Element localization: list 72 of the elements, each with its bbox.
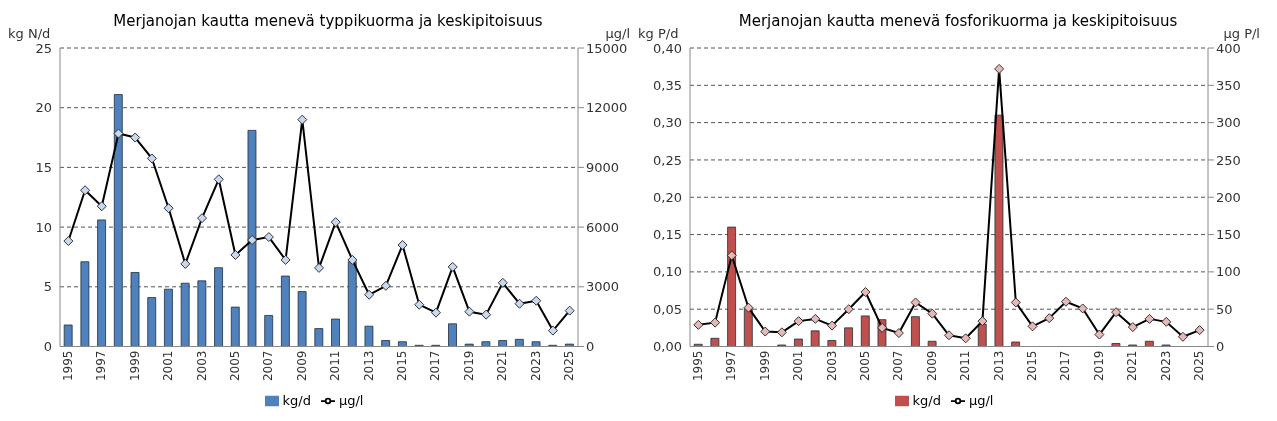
y2-tick-label: 300	[1216, 115, 1241, 131]
y-tick-label: 0,30	[653, 115, 682, 131]
x-tick-label: 2001	[791, 350, 806, 382]
y-axis-title: kg P/d	[638, 26, 679, 41]
legend-label: µg/l	[338, 392, 364, 408]
x-tick-label: 2021	[1125, 350, 1140, 382]
y2-axis-title: µg/l	[605, 26, 630, 41]
x-tick-label: 1997	[724, 350, 739, 382]
x-tick-label: 1999	[757, 350, 772, 382]
x-tick-label: 2015	[1025, 350, 1040, 382]
legend-label: µg/l	[968, 392, 994, 408]
y-tick-label: 5	[43, 279, 52, 295]
chart-title: Merjanojan kautta menevä typpikuorma ja keskipitoisuus	[112, 12, 544, 30]
y2-tick-label: 12000	[586, 100, 628, 116]
y2-tick-label: 6000	[586, 219, 620, 235]
x-tick-label: 2013	[991, 350, 1006, 382]
y-tick-label: 15	[35, 160, 52, 176]
x-tick-label: 2005	[857, 350, 872, 382]
x-tick-label: 2019	[1091, 350, 1106, 382]
y2-tick-label: 350	[1216, 77, 1241, 93]
x-tick-label: 1995	[690, 350, 705, 382]
x-tick-label: 2005	[227, 350, 242, 382]
x-tick-label: 2015	[395, 350, 410, 382]
y-tick-label: 0,35	[653, 77, 682, 93]
x-tick-label: 2003	[824, 350, 839, 382]
y-tick-label: 25	[35, 40, 52, 56]
x-tick-label: 2003	[194, 350, 209, 382]
x-tick-label: 2019	[461, 350, 476, 382]
y-tick-label: 0,00	[653, 339, 682, 355]
y2-tick-label: 100	[1216, 264, 1241, 280]
y-tick-label: 0,25	[653, 152, 682, 168]
legend-label: kg/d	[282, 392, 311, 408]
y2-tick-label: 400	[1216, 40, 1241, 56]
x-tick-label: 2007	[891, 350, 906, 382]
x-tick-label: 2023	[528, 350, 543, 382]
y-tick-label: 10	[35, 219, 52, 235]
x-tick-label: 1999	[127, 350, 142, 382]
x-tick-label: 2007	[261, 350, 276, 382]
y2-tick-label: 50	[1216, 301, 1233, 317]
x-tick-label: 2001	[161, 350, 176, 382]
y-tick-label: 0,05	[653, 301, 682, 317]
y2-tick-label: 0	[586, 339, 595, 355]
y-tick-label: 20	[35, 100, 52, 116]
y2-tick-label: 15000	[586, 40, 628, 56]
y2-tick-label: 250	[1216, 152, 1241, 168]
x-tick-label: 1995	[60, 350, 75, 382]
x-tick-label: 2021	[495, 350, 510, 382]
x-tick-label: 2025	[562, 350, 577, 382]
x-tick-label: 2017	[428, 350, 443, 382]
y2-tick-label: 200	[1216, 189, 1241, 205]
chart-title: Merjanojan kautta menevä fosforikuorma ja keskipitoisuus	[737, 12, 1179, 30]
y2-tick-label: 9000	[586, 160, 620, 176]
y2-tick-label: 0	[1216, 339, 1225, 355]
y-tick-label: 0,15	[653, 227, 682, 243]
y-tick-label: 0,40	[653, 40, 682, 56]
x-tick-label: 2009	[294, 350, 309, 382]
legend-label: kg/d	[912, 392, 941, 408]
x-tick-label: 1997	[94, 350, 109, 382]
y2-axis-title: µg P/l	[1223, 26, 1260, 41]
x-tick-label: 2009	[924, 350, 939, 382]
y-tick-label: 0,10	[653, 264, 682, 280]
x-tick-label: 2025	[1192, 350, 1207, 382]
y-tick-label: 0	[43, 339, 52, 355]
x-tick-label: 2023	[1158, 350, 1173, 382]
x-tick-label: 2011	[958, 350, 973, 382]
x-tick-label: 2017	[1058, 350, 1073, 382]
y2-tick-label: 150	[1216, 227, 1241, 243]
x-tick-label: 2013	[361, 350, 376, 382]
y2-tick-label: 3000	[586, 279, 620, 295]
y-axis-title: kg N/d	[8, 26, 51, 41]
y-tick-label: 0,20	[653, 189, 682, 205]
x-tick-label: 2011	[328, 350, 343, 382]
